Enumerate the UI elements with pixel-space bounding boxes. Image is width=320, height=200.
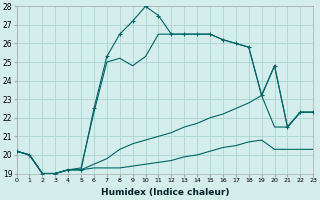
X-axis label: Humidex (Indice chaleur): Humidex (Indice chaleur) [101, 188, 229, 197]
